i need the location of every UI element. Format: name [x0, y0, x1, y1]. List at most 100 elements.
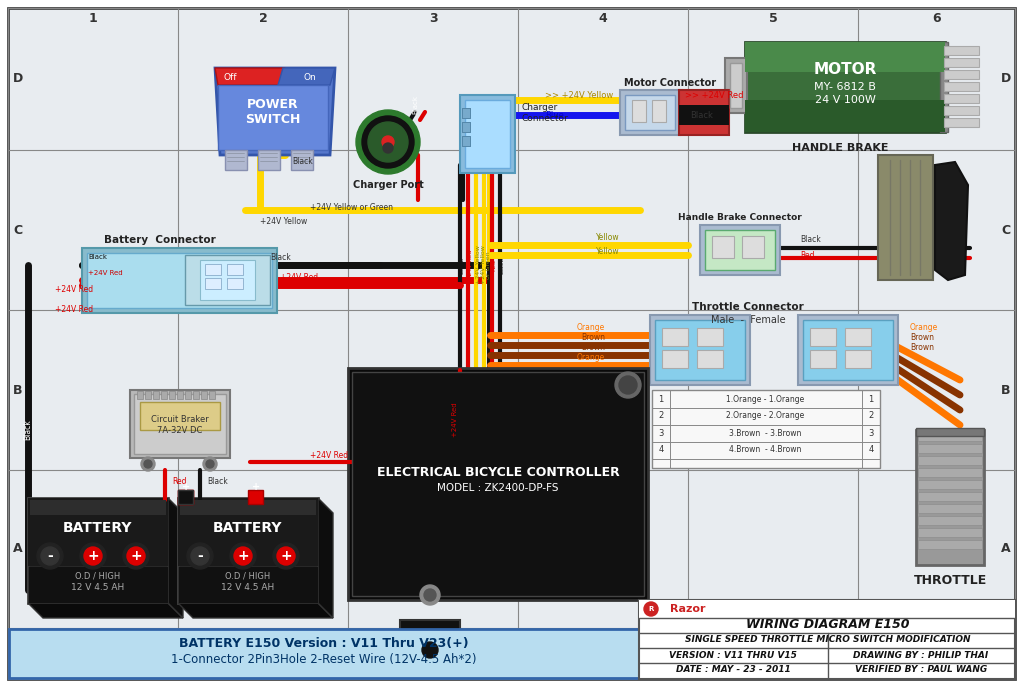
- Text: +24V Yellow: +24V Yellow: [260, 218, 307, 227]
- Text: B: B: [1002, 383, 1011, 396]
- Text: 1.Orange - 1.Orange: 1.Orange - 1.Orange: [726, 394, 804, 403]
- Text: Black: Black: [292, 157, 313, 166]
- Bar: [205, 264, 221, 275]
- Polygon shape: [178, 603, 333, 618]
- Text: SINGLE SPEED THROTTLE MICRO SWITCH MODIFICATION: SINGLE SPEED THROTTLE MICRO SWITCH MODIF…: [685, 635, 971, 644]
- Text: 4: 4: [869, 445, 874, 455]
- Text: +24V Red: +24V Red: [55, 286, 93, 295]
- Text: Male  -  Female: Male - Female: [711, 315, 786, 325]
- Text: Black: Black: [24, 420, 33, 440]
- Bar: [918, 444, 982, 453]
- Text: Blue: Blue: [545, 111, 564, 120]
- Bar: [700, 225, 780, 275]
- Circle shape: [123, 543, 149, 569]
- Text: Razor: Razor: [670, 604, 706, 614]
- Bar: [730, 63, 742, 108]
- Text: BATTERY: BATTERY: [63, 521, 133, 535]
- Circle shape: [356, 110, 420, 174]
- Bar: [944, 106, 979, 115]
- Bar: [178, 490, 193, 504]
- Circle shape: [420, 585, 440, 605]
- Text: 3: 3: [869, 429, 874, 438]
- Text: C: C: [1002, 223, 1011, 236]
- Text: MY- 6812 B: MY- 6812 B: [814, 82, 876, 92]
- Circle shape: [277, 547, 295, 565]
- Text: >> +24V Red: >> +24V Red: [685, 91, 744, 100]
- Text: 4: 4: [598, 12, 608, 25]
- Bar: [462, 136, 470, 146]
- Bar: [745, 42, 945, 72]
- Bar: [28, 498, 168, 603]
- Bar: [655, 320, 745, 380]
- Bar: [742, 236, 764, 258]
- Bar: [134, 394, 226, 454]
- Text: -: -: [47, 549, 53, 563]
- Circle shape: [187, 543, 213, 569]
- Text: +: +: [182, 482, 190, 492]
- Bar: [205, 278, 221, 289]
- Text: BATTERY E150 Version : V11 Thru V23(+): BATTERY E150 Version : V11 Thru V23(+): [179, 638, 469, 651]
- Text: D: D: [1000, 73, 1011, 85]
- Bar: [697, 328, 723, 346]
- Circle shape: [191, 547, 209, 565]
- Text: R: R: [649, 606, 654, 612]
- Text: VERIFIED BY : PAUL WANG: VERIFIED BY : PAUL WANG: [855, 666, 987, 675]
- Bar: [803, 320, 893, 380]
- Text: Motor Connector: Motor Connector: [624, 78, 716, 88]
- Text: 3: 3: [429, 666, 437, 679]
- Text: +24V Red: +24V Red: [280, 273, 318, 282]
- Text: On: On: [303, 74, 316, 82]
- Bar: [705, 230, 775, 270]
- Bar: [201, 260, 255, 300]
- Text: 5: 5: [768, 666, 777, 679]
- Bar: [185, 255, 270, 305]
- Bar: [916, 428, 984, 436]
- Bar: [352, 372, 644, 596]
- Bar: [918, 432, 982, 441]
- Text: Brown: Brown: [910, 333, 934, 343]
- Polygon shape: [28, 603, 183, 618]
- Bar: [178, 498, 318, 603]
- Bar: [177, 391, 183, 399]
- Text: +: +: [237, 549, 249, 563]
- Bar: [178, 498, 318, 566]
- Text: +24V Red: +24V Red: [468, 249, 473, 281]
- Text: THROTTLE: THROTTLE: [914, 574, 986, 587]
- Bar: [679, 90, 729, 135]
- Bar: [227, 278, 243, 289]
- Text: 3: 3: [659, 429, 664, 438]
- Text: HANDLE BRAKE: HANDLE BRAKE: [792, 143, 888, 153]
- Text: WIRING DIAGRAM E150: WIRING DIAGRAM E150: [746, 618, 909, 631]
- Bar: [180, 500, 316, 515]
- Text: Brown: Brown: [581, 343, 605, 352]
- Bar: [652, 100, 666, 122]
- Bar: [625, 95, 675, 130]
- Text: +24V Red: +24V Red: [88, 270, 123, 276]
- Circle shape: [144, 460, 152, 468]
- Text: Orange: Orange: [910, 324, 938, 333]
- Bar: [918, 540, 982, 549]
- Bar: [652, 390, 880, 468]
- Circle shape: [368, 122, 408, 162]
- Bar: [169, 391, 175, 399]
- Text: Orange: Orange: [577, 352, 605, 361]
- Bar: [178, 490, 193, 504]
- Text: 4: 4: [598, 666, 608, 679]
- Bar: [944, 82, 979, 91]
- Circle shape: [382, 136, 394, 148]
- Polygon shape: [215, 68, 285, 85]
- Text: Charger Port: Charger Port: [353, 180, 424, 190]
- Text: 1: 1: [869, 394, 874, 403]
- Bar: [462, 122, 470, 132]
- Bar: [918, 504, 982, 513]
- Bar: [918, 480, 982, 489]
- Bar: [639, 600, 1015, 618]
- Bar: [258, 150, 280, 170]
- Bar: [662, 350, 688, 368]
- Text: +: +: [252, 482, 260, 492]
- Bar: [697, 350, 723, 368]
- Bar: [944, 58, 979, 67]
- Bar: [145, 391, 151, 399]
- Text: 2: 2: [659, 412, 664, 420]
- Circle shape: [273, 543, 299, 569]
